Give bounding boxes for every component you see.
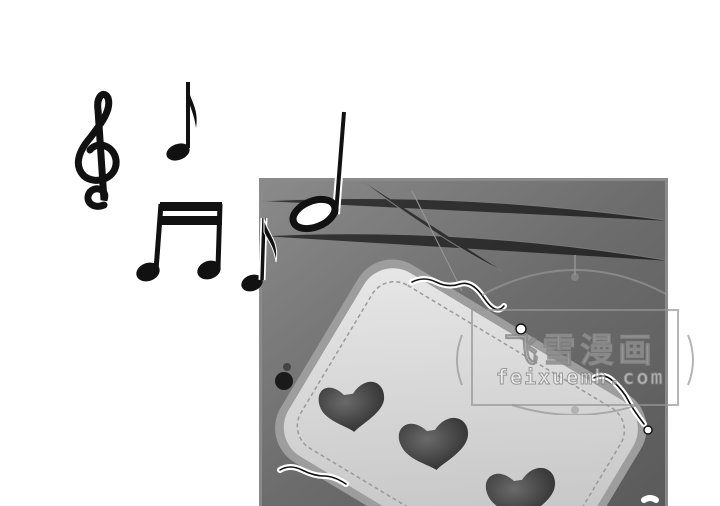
heart-chocolate-2 xyxy=(398,417,469,471)
phone-photo xyxy=(259,178,668,506)
photo-illustration xyxy=(262,181,665,506)
treble-clef-icon xyxy=(74,91,120,210)
heart-chocolate-1 xyxy=(318,381,385,432)
camera-flash xyxy=(283,363,291,371)
eighth-note-icon xyxy=(166,82,197,161)
beamed-sixteenth-notes-icon xyxy=(136,202,223,282)
heart-chocolate-3 xyxy=(485,467,556,506)
camera-lens xyxy=(275,372,293,390)
